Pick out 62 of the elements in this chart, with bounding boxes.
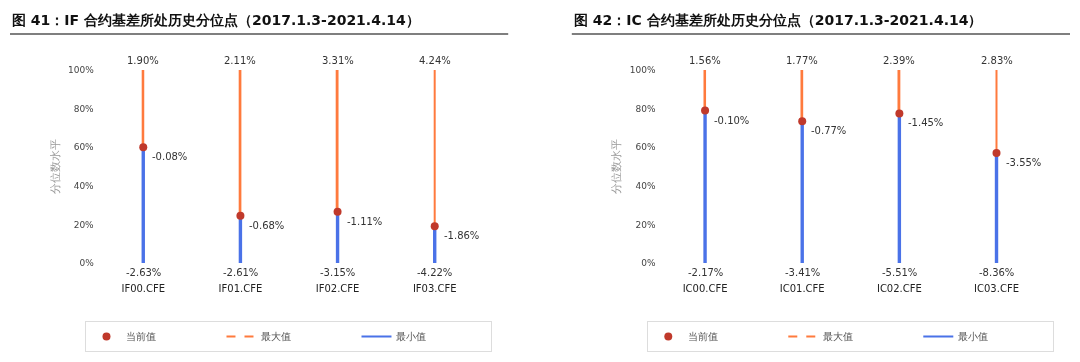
x-tick-label: IF03.CFE	[412, 283, 457, 294]
annotation: -5.51%	[882, 267, 918, 278]
legend-label: 当前值	[126, 331, 157, 343]
legend-label: 最大值	[261, 331, 292, 343]
y-tick-label: 40%	[73, 180, 95, 191]
annotation: -4.22%	[417, 267, 453, 278]
point	[236, 211, 245, 220]
legend-label: 当前值	[688, 331, 719, 343]
annotation: -0.77%	[811, 125, 847, 136]
annotation: -1.11%	[347, 216, 383, 227]
legend-label: 最小值	[396, 331, 427, 343]
y-tick-label: 60%	[635, 142, 656, 153]
point	[992, 148, 1001, 157]
y-tick-label: 0%	[79, 258, 95, 269]
x-tick-label: IF02.CFE	[315, 283, 360, 294]
x-tick-label: IF01.CFE	[218, 283, 263, 294]
y-tick-label: 60%	[73, 142, 95, 153]
annotation: -0.08%	[152, 151, 188, 162]
annotation: 1.56%	[689, 55, 721, 66]
legend-label: 最大值	[823, 331, 854, 343]
y-tick-label: 40%	[635, 180, 656, 191]
annotation: -0.68%	[249, 220, 285, 231]
point	[895, 109, 904, 118]
point	[798, 117, 807, 126]
y-tick-label: 80%	[635, 103, 656, 114]
annotation: -3.41%	[785, 267, 821, 278]
annotation: -0.10%	[714, 115, 750, 126]
x-tick-label: IC02.CFE	[876, 283, 922, 294]
point	[333, 207, 342, 216]
x-tick-label: IC00.CFE	[682, 283, 728, 294]
annotation: -1.45%	[908, 117, 944, 128]
annotation: 2.39%	[883, 55, 915, 66]
x-tick-label: IF00.CFE	[121, 283, 166, 294]
annotation: 1.77%	[786, 55, 818, 66]
annotation: -8.36%	[979, 267, 1015, 278]
annotation: 3.31%	[322, 55, 354, 66]
y-tick-label: 80%	[73, 103, 95, 114]
annotation: -2.61%	[223, 267, 259, 278]
annotation: -1.86%	[444, 230, 480, 241]
y-tick-label: 20%	[635, 219, 656, 230]
x-tick-label: IC03.CFE	[974, 283, 1019, 294]
legend-label: 最小值	[958, 331, 989, 343]
chart-title: 图 41：IF 合约基差所处历史分位点（2017.1.3-2021.4.14）	[12, 12, 420, 28]
y-tick-label: 100%	[67, 65, 95, 76]
annotation: -2.63%	[126, 267, 162, 278]
annotation: 4.24%	[419, 55, 451, 66]
y-tick-label: 20%	[73, 219, 95, 230]
point	[430, 222, 439, 231]
y-axis-title: 分位数水平	[610, 139, 624, 194]
annotation: 2.11%	[224, 55, 256, 66]
annotation: 2.83%	[981, 55, 1013, 66]
annotation: -2.17%	[688, 267, 724, 278]
point	[701, 106, 710, 115]
y-tick-label: 0%	[641, 258, 656, 269]
y-axis-title: 分位数水平	[48, 139, 62, 194]
point	[139, 143, 148, 152]
x-tick-label: IC01.CFE	[779, 283, 825, 294]
annotation: -3.15%	[320, 267, 356, 278]
y-tick-label: 100%	[629, 65, 656, 76]
annotation: 1.90%	[127, 55, 159, 66]
annotation: -3.55%	[1006, 157, 1042, 168]
chart-title: 图 42：IC 合约基差所处历史分位点（2017.1.3-2021.4.14）	[574, 12, 983, 28]
